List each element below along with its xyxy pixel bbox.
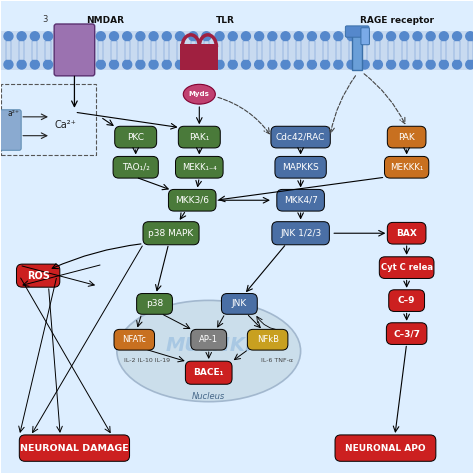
Circle shape xyxy=(320,60,329,69)
FancyBboxPatch shape xyxy=(46,41,51,60)
Circle shape xyxy=(96,60,105,69)
Text: PKC: PKC xyxy=(127,133,144,142)
Text: Ca²⁺: Ca²⁺ xyxy=(54,120,76,130)
FancyBboxPatch shape xyxy=(256,41,262,60)
Circle shape xyxy=(136,60,145,69)
Text: MEKKK₁: MEKKK₁ xyxy=(390,163,423,172)
Circle shape xyxy=(268,32,277,41)
Circle shape xyxy=(215,60,224,69)
FancyBboxPatch shape xyxy=(175,156,223,178)
FancyBboxPatch shape xyxy=(191,41,196,60)
Text: JNK: JNK xyxy=(232,300,247,309)
Text: p38: p38 xyxy=(146,300,163,309)
Circle shape xyxy=(202,60,211,69)
Text: AP-1: AP-1 xyxy=(199,335,218,344)
Text: Myds: Myds xyxy=(189,91,210,97)
FancyBboxPatch shape xyxy=(322,41,328,60)
Circle shape xyxy=(189,32,198,41)
Circle shape xyxy=(149,32,158,41)
Circle shape xyxy=(387,60,396,69)
FancyBboxPatch shape xyxy=(389,41,394,60)
FancyBboxPatch shape xyxy=(72,41,77,60)
Circle shape xyxy=(466,32,474,41)
FancyBboxPatch shape xyxy=(428,41,433,60)
Circle shape xyxy=(136,32,145,41)
FancyBboxPatch shape xyxy=(361,28,369,45)
Circle shape xyxy=(413,60,422,69)
FancyBboxPatch shape xyxy=(217,41,222,60)
Circle shape xyxy=(360,32,369,41)
FancyBboxPatch shape xyxy=(143,222,199,245)
FancyBboxPatch shape xyxy=(191,329,227,350)
Circle shape xyxy=(44,32,53,41)
Text: a²⁺: a²⁺ xyxy=(7,109,19,118)
FancyBboxPatch shape xyxy=(336,41,341,60)
Circle shape xyxy=(70,60,79,69)
Text: C–9: C–9 xyxy=(398,296,415,305)
FancyBboxPatch shape xyxy=(59,41,64,60)
FancyBboxPatch shape xyxy=(114,329,155,350)
Circle shape xyxy=(123,60,132,69)
Text: RAGE receptor: RAGE receptor xyxy=(359,16,434,25)
Circle shape xyxy=(439,60,448,69)
Text: PAK: PAK xyxy=(398,133,415,142)
Text: NFATc: NFATc xyxy=(122,335,146,344)
Text: NMDAR: NMDAR xyxy=(86,16,124,25)
FancyBboxPatch shape xyxy=(115,126,156,148)
Circle shape xyxy=(281,60,290,69)
Circle shape xyxy=(17,32,26,41)
FancyBboxPatch shape xyxy=(375,41,381,60)
Circle shape xyxy=(255,32,264,41)
FancyBboxPatch shape xyxy=(335,435,436,461)
FancyBboxPatch shape xyxy=(384,156,429,178)
Circle shape xyxy=(308,60,317,69)
Circle shape xyxy=(162,60,171,69)
Text: JNK 1/2/3: JNK 1/2/3 xyxy=(280,229,321,238)
Text: MAPKKS: MAPKKS xyxy=(282,163,319,172)
Circle shape xyxy=(109,32,118,41)
Circle shape xyxy=(334,32,343,41)
Circle shape xyxy=(44,60,53,69)
Circle shape xyxy=(149,60,158,69)
FancyBboxPatch shape xyxy=(353,31,362,70)
Circle shape xyxy=(281,32,290,41)
Circle shape xyxy=(215,32,224,41)
Text: MEKK₁₋₄: MEKK₁₋₄ xyxy=(182,163,217,172)
FancyBboxPatch shape xyxy=(230,41,236,60)
Circle shape xyxy=(308,32,317,41)
Text: TLR: TLR xyxy=(216,16,235,25)
Text: NFkB: NFkB xyxy=(256,335,279,344)
Text: IL-6 TNF-α: IL-6 TNF-α xyxy=(261,358,293,363)
FancyBboxPatch shape xyxy=(310,41,315,60)
FancyBboxPatch shape xyxy=(125,41,130,60)
Ellipse shape xyxy=(117,301,301,401)
FancyBboxPatch shape xyxy=(181,44,218,70)
Circle shape xyxy=(70,32,79,41)
FancyBboxPatch shape xyxy=(272,222,329,245)
Circle shape xyxy=(162,32,171,41)
FancyBboxPatch shape xyxy=(177,41,182,60)
Circle shape xyxy=(374,32,383,41)
Circle shape xyxy=(413,32,422,41)
FancyBboxPatch shape xyxy=(6,41,11,60)
Circle shape xyxy=(17,60,26,69)
Circle shape xyxy=(426,60,435,69)
Circle shape xyxy=(175,60,184,69)
Text: NEURONAL DAMAGE: NEURONAL DAMAGE xyxy=(20,444,129,453)
FancyBboxPatch shape xyxy=(164,41,169,60)
FancyBboxPatch shape xyxy=(98,41,103,60)
Text: BAX: BAX xyxy=(396,229,417,238)
FancyBboxPatch shape xyxy=(221,293,257,314)
Circle shape xyxy=(347,32,356,41)
FancyBboxPatch shape xyxy=(387,126,426,148)
FancyBboxPatch shape xyxy=(204,41,209,60)
FancyBboxPatch shape xyxy=(247,329,288,350)
FancyBboxPatch shape xyxy=(349,41,354,60)
FancyBboxPatch shape xyxy=(386,323,427,345)
Text: TAO₁/₂: TAO₁/₂ xyxy=(122,163,150,172)
Ellipse shape xyxy=(183,84,215,104)
Circle shape xyxy=(360,60,369,69)
FancyBboxPatch shape xyxy=(275,156,326,178)
Text: BACE₁: BACE₁ xyxy=(193,368,224,377)
